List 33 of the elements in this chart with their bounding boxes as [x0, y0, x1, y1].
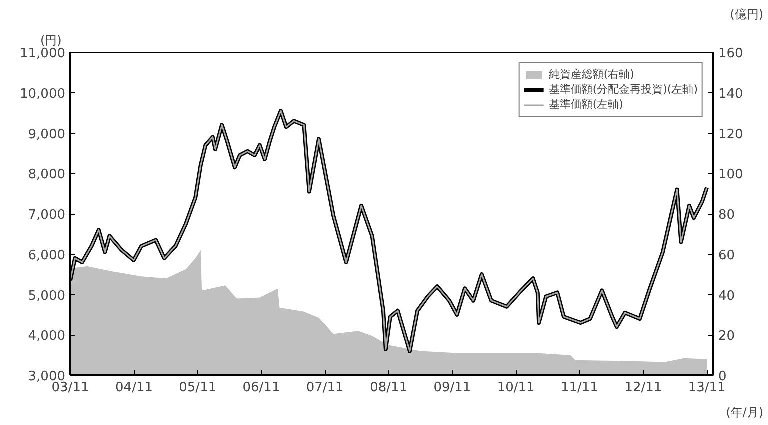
y2-tick-label: 80	[718, 208, 736, 223]
y2-tick-label: 20	[718, 329, 736, 344]
y-tick-label: 9,000	[28, 127, 66, 142]
x-axis-title: (年/月)	[726, 406, 764, 420]
x-tick-label: 05/11	[179, 380, 217, 396]
x-tick-label: 03/11	[52, 380, 90, 396]
x-tick-label: 10/11	[497, 380, 535, 396]
y-axis-title: (円)	[40, 34, 62, 48]
y-tick-label: 8,000	[28, 168, 66, 183]
x-tick-label: 04/11	[116, 380, 154, 396]
y-tick-label: 11,000	[20, 46, 66, 62]
x-tick-label: 12/11	[624, 380, 662, 396]
y2-axis-title: (億円)	[730, 8, 764, 22]
x-tick-label: 11/11	[560, 380, 598, 396]
y-tick-label: 4,000	[28, 329, 66, 344]
y-tick-label: 7,000	[28, 208, 66, 223]
y2-tick-label: 160	[718, 46, 744, 62]
legend-label: 純資産総額(右軸)	[548, 67, 634, 82]
y2-tick-label: 100	[718, 168, 744, 183]
y-tick-label: 6,000	[28, 248, 66, 264]
y-tick-label: 10,000	[20, 86, 66, 102]
x-tick-label: 13/11	[688, 380, 726, 396]
y2-tick-label: 140	[718, 86, 744, 102]
y2-tick-label: 120	[718, 127, 744, 142]
y2-tick-label: 60	[718, 248, 736, 264]
x-tick-label: 09/11	[434, 380, 472, 396]
y2-tick-label: 40	[718, 288, 736, 304]
y-tick-label: 5,000	[28, 288, 66, 304]
legend-label: 基準価額(分配金再投資)(左軸)	[548, 82, 698, 97]
x-tick-label: 08/11	[370, 380, 408, 396]
legend-label: 基準価額(左軸)	[548, 97, 624, 112]
x-tick-label: 06/11	[242, 380, 280, 396]
x-tick-label: 07/11	[306, 380, 344, 396]
